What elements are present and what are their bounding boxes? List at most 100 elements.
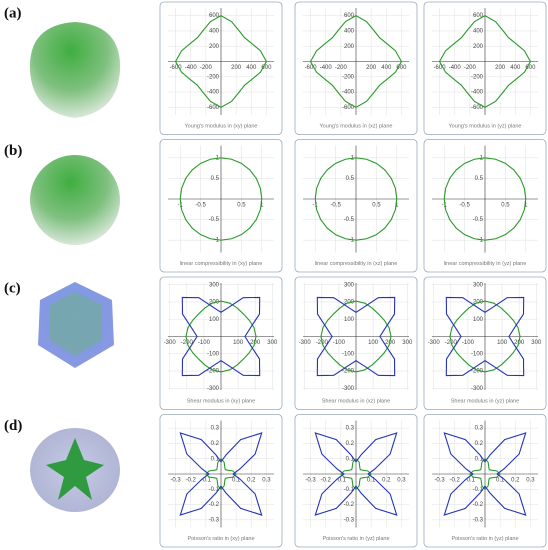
y-tick-label: -400 (342, 90, 355, 96)
y-tick-label: 100 (344, 317, 355, 323)
x-tick-label: 200 (366, 65, 377, 71)
x-tick-label: 0.3 (397, 478, 406, 484)
y-tick-label: 0.1 (211, 456, 220, 462)
plot-caption: linear compressibility in (xz) plane (315, 261, 398, 267)
x-tick-label: 300 (531, 340, 542, 346)
y-tick-label: 300 (344, 282, 355, 288)
panel-frame (294, 276, 418, 410)
plot-caption: Shear modulus in (yz) plane (451, 398, 519, 404)
surface (29, 22, 121, 118)
x-tick-label: -200 (335, 65, 348, 71)
x-tick-label: -0.2 (186, 478, 197, 484)
y-tick-label: -200 (471, 74, 484, 80)
y-tick-label: -0.1 (344, 487, 355, 493)
y-tick-label: 0.2 (346, 441, 355, 447)
x-tick-label: -200 (464, 65, 477, 71)
y-tick-label: -0.5 (209, 217, 220, 223)
render-3d-d (30, 428, 120, 512)
y-tick-label: 100 (209, 317, 220, 323)
curve (205, 457, 237, 491)
y-tick-label: 0.3 (346, 426, 355, 432)
x-tick-label: 100 (497, 340, 508, 346)
x-tick-label: -400 (449, 65, 462, 71)
x-tick-label: 0.3 (262, 478, 271, 484)
x-tick-label: -300 (164, 340, 177, 346)
y-tick-label: 600 (209, 13, 220, 19)
panel-frame (159, 1, 283, 135)
y-tick-label: -0.5 (344, 217, 355, 223)
x-tick-label: 100 (233, 340, 244, 346)
panel-label: (c) (4, 280, 21, 296)
x-tick-label: -0.1 (201, 478, 212, 484)
surface (30, 155, 120, 245)
panel-frame (423, 276, 547, 410)
x-tick-label: 300 (267, 340, 278, 346)
y-tick-label: -0.2 (344, 502, 355, 508)
x-tick-label: 400 (246, 65, 257, 71)
curve (438, 15, 532, 108)
x-tick-label: -0.2 (321, 478, 332, 484)
y-tick-label: -0.1 (473, 487, 484, 493)
curve (179, 432, 263, 516)
x-tick-label: -100 (333, 340, 346, 346)
x-tick-label: 400 (510, 65, 521, 71)
y-tick-label: -1 (349, 238, 355, 244)
x-tick-label: 0.3 (526, 478, 535, 484)
x-tick-label: -100 (462, 340, 475, 346)
y-tick-label: 200 (473, 44, 484, 50)
panel-frame (294, 139, 418, 273)
y-tick-label: -0.3 (344, 517, 355, 523)
y-tick-label: -1 (214, 238, 220, 244)
x-tick-label: 600 (261, 65, 272, 71)
y-tick-label: -200 (471, 369, 484, 375)
x-tick-label: 100 (368, 340, 379, 346)
x-tick-label: 200 (250, 340, 261, 346)
render-3d-a (29, 22, 121, 118)
y-tick-label: 600 (473, 13, 484, 19)
curve (181, 296, 261, 377)
panel-label: (a) (4, 5, 22, 21)
x-tick-label: -400 (185, 65, 198, 71)
y-tick-label: 0.5 (346, 176, 355, 182)
x-tick-label: -0.5 (195, 203, 206, 209)
x-tick-label: 0.5 (501, 203, 510, 209)
x-tick-label: -300 (299, 340, 312, 346)
render-3d-b (30, 155, 120, 245)
y-tick-label: -0.5 (473, 217, 484, 223)
x-tick-label: -600 (305, 65, 318, 71)
y-tick-label: 100 (473, 317, 484, 323)
curve (320, 300, 392, 373)
x-tick-label: -400 (320, 65, 333, 71)
y-tick-label: -0.2 (209, 502, 220, 508)
y-tick-label: -100 (207, 351, 220, 357)
y-tick-label: -0.1 (209, 487, 220, 493)
y-tick-label: 0.2 (475, 441, 484, 447)
curve (174, 15, 268, 108)
x-tick-label: -0.2 (450, 478, 461, 484)
y-tick-label: -600 (342, 105, 355, 111)
x-tick-label: 400 (381, 65, 392, 71)
x-tick-label: 0.2 (511, 478, 520, 484)
y-tick-label: 0.3 (475, 426, 484, 432)
y-tick-label: 400 (209, 29, 220, 35)
plot-caption: linear compressibility in (xy) plane (180, 261, 263, 267)
curve (449, 300, 521, 373)
plot-caption: Poisson's ratio in (yz) plane (451, 536, 518, 542)
x-tick-label: -0.3 (305, 478, 316, 484)
panel-frame (294, 414, 418, 548)
x-tick-label: 0.2 (382, 478, 391, 484)
curve (185, 300, 257, 373)
y-tick-label: -300 (207, 386, 220, 392)
x-tick-label: 1 (260, 203, 264, 209)
curve (445, 296, 525, 377)
x-tick-label: 0.2 (247, 478, 256, 484)
plot-caption: Shear modulus in (xz) plane (322, 398, 390, 404)
y-tick-label: 0.1 (475, 456, 484, 462)
panel-label: (b) (4, 143, 22, 159)
x-tick-label: -0.3 (170, 478, 181, 484)
plot-caption: Poisson's ratio in (yz) plane (322, 536, 389, 542)
x-tick-label: 0.1 (367, 478, 376, 484)
curve (314, 157, 398, 241)
y-tick-label: 0.3 (211, 426, 220, 432)
panel-frame (159, 414, 283, 548)
